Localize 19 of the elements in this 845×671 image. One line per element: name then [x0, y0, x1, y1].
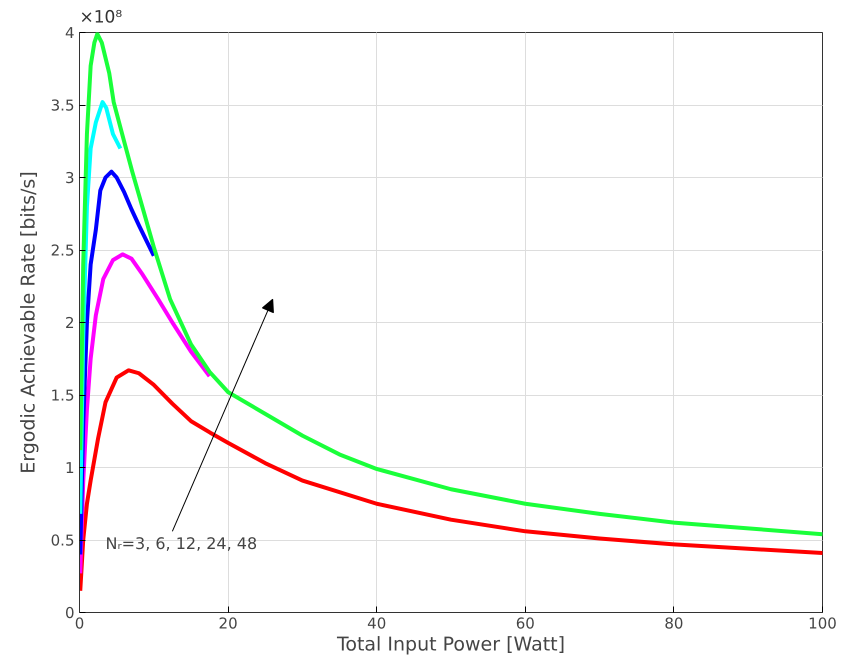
- y-tick-label: 1.5: [50, 386, 75, 404]
- line-series: [80, 32, 822, 536]
- x-axis-title: Total Input Power [Watt]: [336, 634, 566, 656]
- y-tick-label: 3.5: [50, 96, 75, 114]
- text: ×10⁸: [80, 8, 122, 28]
- y-tick-label: 1: [64, 459, 75, 477]
- y-tick-label: 2: [64, 314, 75, 332]
- x-tick-label: 40: [367, 614, 386, 632]
- x-tick-label: 100: [808, 614, 837, 632]
- y-tick-label: 0.5: [50, 532, 75, 550]
- annotation: Nᵣ=3, 6, 12, 24, 48: [106, 534, 258, 554]
- y-tick-label: 2.5: [50, 242, 75, 260]
- x-tick-label: 80: [664, 614, 684, 632]
- x-tick-label: 20: [218, 614, 238, 632]
- line-series: [80, 368, 822, 593]
- y-tick-label: 3: [64, 169, 75, 187]
- y-tick-label: 4: [64, 24, 75, 42]
- y-axis-title: Ergodic Achievable Rate [bits/s]: [18, 171, 40, 474]
- x-tick-label: 60: [516, 614, 535, 632]
